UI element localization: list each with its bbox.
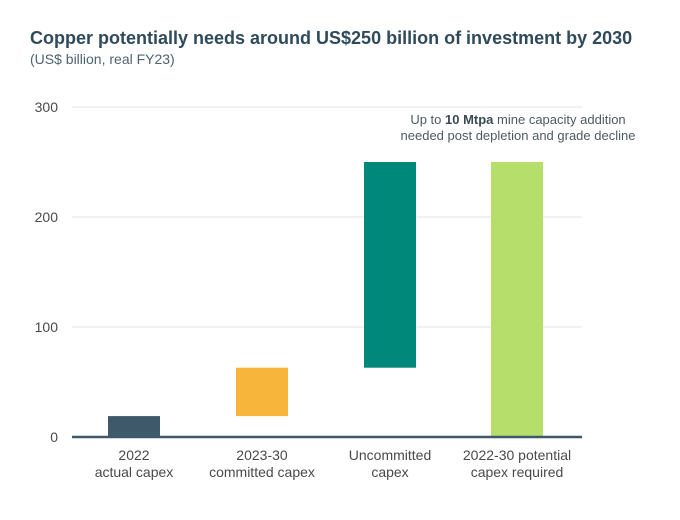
chart-annotation: Up to 10 Mtpa mine capacity addition nee… <box>400 112 636 144</box>
bar <box>108 416 160 437</box>
bar <box>364 162 416 368</box>
x-tick-label: capex required <box>471 464 564 480</box>
annotation-bold: 10 Mtpa <box>445 112 494 127</box>
bar <box>236 367 288 417</box>
chart-title: Copper potentially needs around US$250 b… <box>30 28 633 48</box>
chart-subtitle: (US$ billion, real FY23) <box>30 51 175 67</box>
annotation-prefix: Up to <box>410 112 446 127</box>
y-tick-label: 100 <box>35 319 59 335</box>
x-tick-label: 2022 <box>118 447 149 463</box>
x-tick-label: capex <box>371 464 408 480</box>
x-tick-label: actual capex <box>95 464 174 480</box>
x-tick-label: 2022-30 potential <box>463 447 571 463</box>
x-tick-label: 2023-30 <box>236 447 288 463</box>
y-tick-label: 0 <box>50 429 58 445</box>
annotation-suffix: mine capacity addition needed post deple… <box>400 112 636 143</box>
y-tick-label: 200 <box>35 209 59 225</box>
x-tick-label: Uncommitted <box>349 447 431 463</box>
x-tick-label: committed capex <box>209 464 315 480</box>
bar <box>491 162 543 437</box>
y-tick-label: 300 <box>35 99 59 115</box>
